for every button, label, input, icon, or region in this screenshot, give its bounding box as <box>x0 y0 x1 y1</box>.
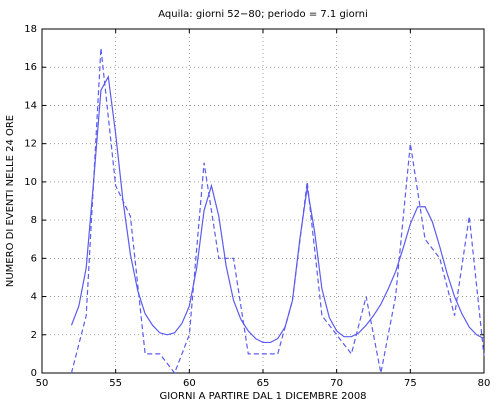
x-axis-label: GIORNI A PARTIRE DAL 1 DICEMBRE 2008 <box>159 391 366 402</box>
y-tick-label: 2 <box>31 330 37 341</box>
x-tick-label: 75 <box>404 378 417 389</box>
y-tick-label: 8 <box>31 215 37 226</box>
x-tick-label: 50 <box>36 378 49 389</box>
x-tick-label: 55 <box>109 378 122 389</box>
y-tick-label: 16 <box>24 62 37 73</box>
x-tick-label: 65 <box>257 378 270 389</box>
y-tick-label: 14 <box>24 100 37 111</box>
chart-title: Aquila: giorni 52−80; periodo = 7.1 gior… <box>158 9 368 20</box>
series-line <box>70 74 485 344</box>
plot-frame <box>41 28 485 374</box>
y-tick-label: 12 <box>24 139 37 150</box>
x-tick-label: 70 <box>330 378 343 389</box>
y-tick-label: 6 <box>31 253 37 264</box>
x-tick-label: 60 <box>183 378 196 389</box>
series-line <box>70 48 485 375</box>
y-tick-label: 10 <box>24 177 37 188</box>
y-axis-label: NUMERO DI EVENTI NELLE 24 ORE <box>5 115 16 287</box>
y-tick-label: 18 <box>24 24 37 35</box>
y-tick-label: 4 <box>31 292 37 303</box>
y-tick-label: 0 <box>31 368 37 379</box>
x-tick-label: 80 <box>478 378 491 389</box>
